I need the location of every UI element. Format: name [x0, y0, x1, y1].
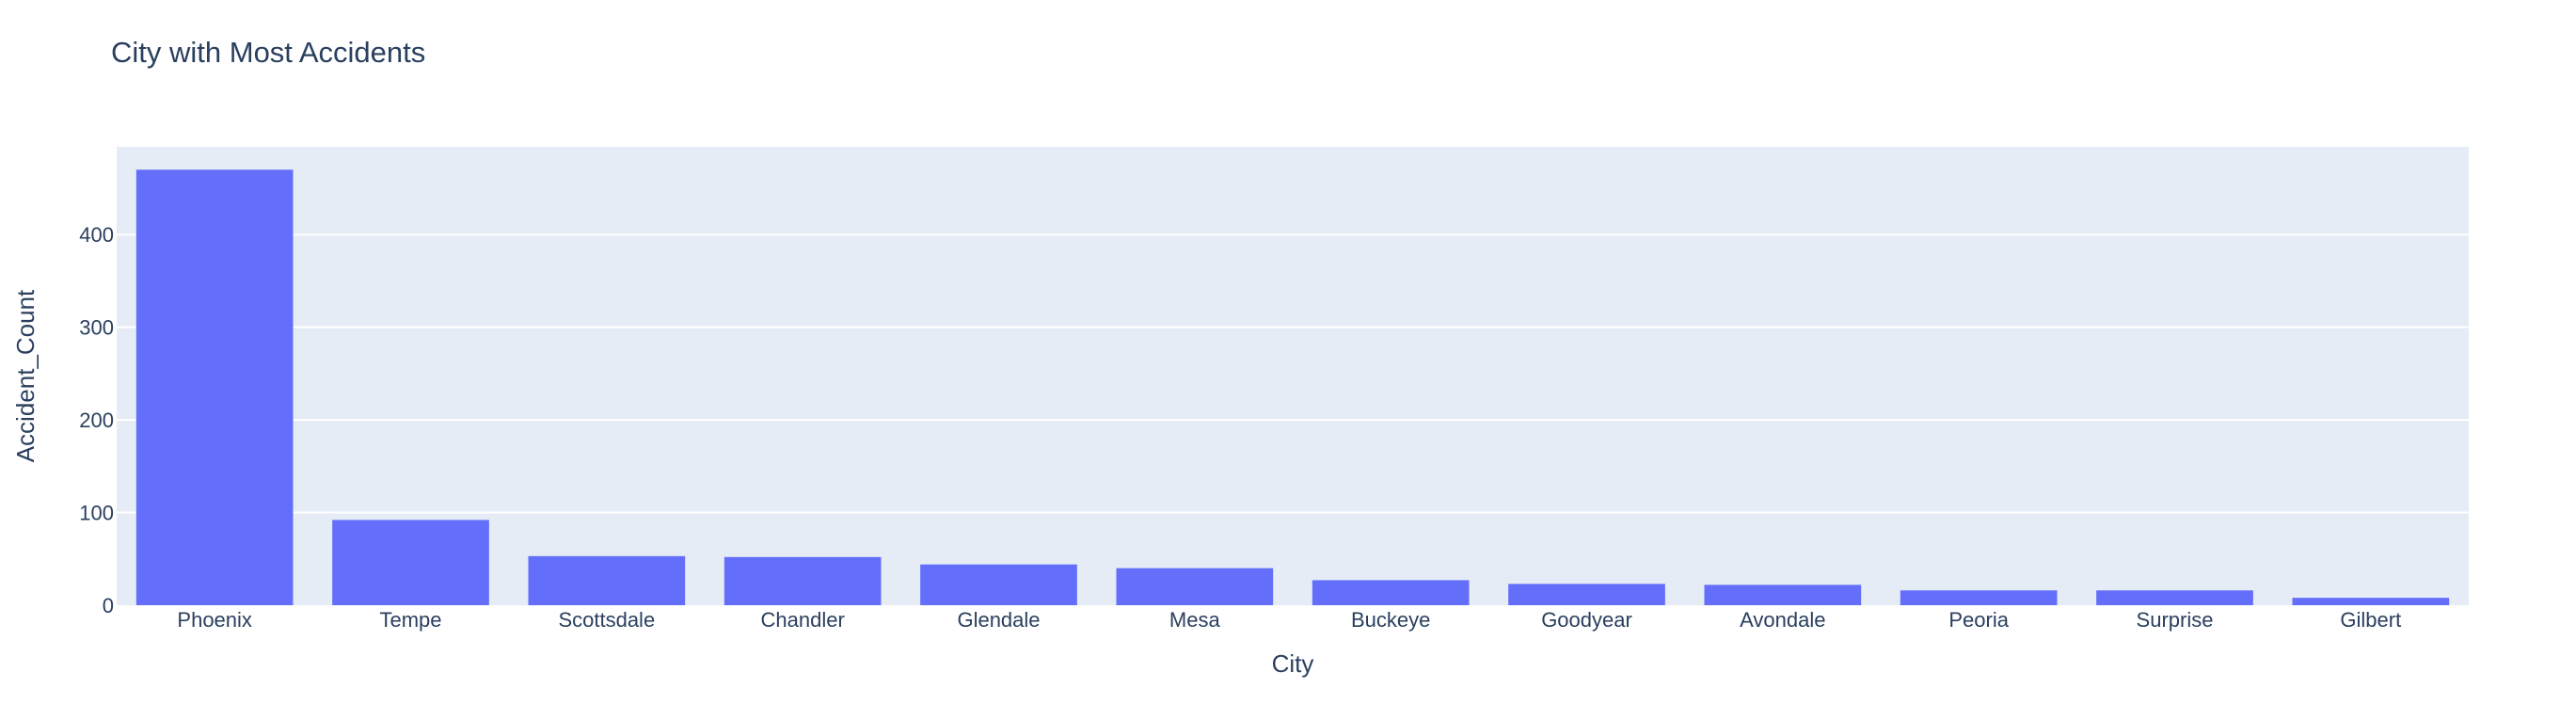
- y-axis-title: Accident_Count: [11, 289, 40, 462]
- bar-buckeye[interactable]: [1312, 580, 1470, 605]
- y-tick-label: 0: [103, 594, 114, 617]
- bar-phoenix[interactable]: [135, 169, 294, 605]
- x-tick-label-avondale: Avondale: [1740, 608, 1825, 632]
- bar-peoria[interactable]: [1900, 590, 2058, 605]
- x-tick-label-tempe: Tempe: [379, 608, 441, 632]
- x-tick-label-phoenix: Phoenix: [177, 608, 252, 632]
- y-tick-label: 300: [79, 316, 114, 340]
- bar-scottsdale[interactable]: [528, 555, 686, 605]
- x-tick-label-buckeye: Buckeye: [1351, 608, 1430, 632]
- chart-title: City with Most Accidents: [111, 36, 425, 69]
- plot-background: [117, 147, 2469, 605]
- y-tick-label: 100: [79, 502, 114, 525]
- bar-gilbert[interactable]: [2292, 598, 2450, 605]
- y-axis-ticks: 0 100 200 300 400: [79, 223, 114, 617]
- x-tick-label-scottsdale: Scottsdale: [558, 608, 655, 632]
- x-tick-label-goodyear: Goodyear: [1541, 608, 1632, 632]
- x-tick-label-chandler: Chandler: [761, 608, 845, 632]
- bar-glendale[interactable]: [920, 564, 1077, 605]
- x-tick-label-glendale: Glendale: [957, 608, 1040, 632]
- bars: [135, 169, 2450, 605]
- grid-lines: [117, 233, 2469, 514]
- bar-mesa[interactable]: [1116, 568, 1274, 605]
- bar-chandler[interactable]: [724, 556, 882, 605]
- x-tick-label-mesa: Mesa: [1169, 608, 1221, 632]
- bar-tempe[interactable]: [332, 520, 489, 605]
- bar-goodyear[interactable]: [1508, 584, 1665, 605]
- y-tick-label: 200: [79, 409, 114, 432]
- bar-surprise[interactable]: [2096, 590, 2253, 605]
- x-axis-title: City: [1272, 649, 1314, 678]
- y-tick-label: 400: [79, 223, 114, 247]
- x-tick-label-peoria: Peoria: [1948, 608, 2009, 632]
- x-tick-label-surprise: Surprise: [2137, 608, 2214, 632]
- x-axis-ticks: Phoenix Tempe Scottsdale Chandler Glendale Me…: [177, 608, 2401, 632]
- bar-avondale[interactable]: [1704, 585, 1862, 605]
- x-tick-label-gilbert: Gilbert: [2340, 608, 2401, 632]
